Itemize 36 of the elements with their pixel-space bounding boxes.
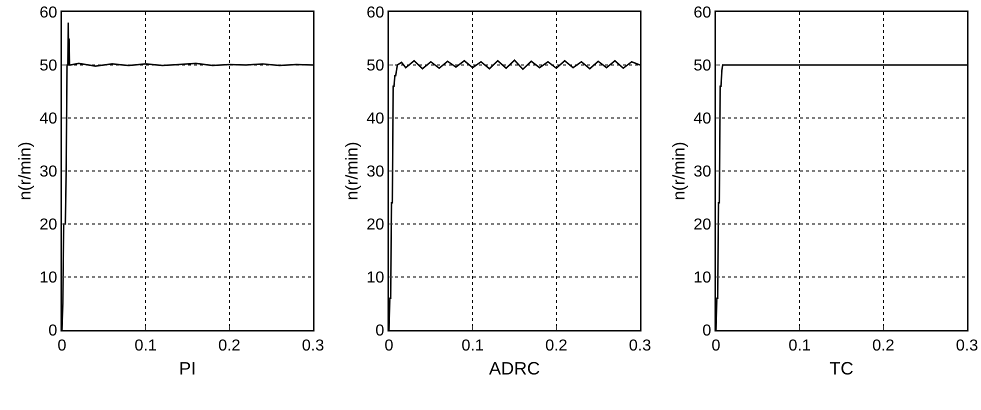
x-tick-label: 0.1 bbox=[134, 338, 157, 355]
y-tick-label: 60 bbox=[694, 4, 712, 22]
x-tick-label: 0.3 bbox=[628, 338, 652, 355]
y-axis-title: n(r/min) bbox=[669, 142, 688, 200]
x-axis-title: TC bbox=[830, 358, 854, 379]
y-tick-label: 40 bbox=[40, 110, 58, 128]
y-tick-label: 60 bbox=[366, 4, 384, 22]
x-axis-title: PI bbox=[178, 358, 196, 379]
y-tick-label: 40 bbox=[694, 110, 712, 128]
x-tick-label: 0.3 bbox=[302, 338, 324, 355]
x-tick-label: 0.3 bbox=[956, 338, 978, 355]
y-tick-label: 10 bbox=[366, 270, 384, 287]
y-tick-label: 60 bbox=[40, 4, 58, 22]
y-tick-label: 10 bbox=[694, 270, 712, 287]
x-tick-label: 0.1 bbox=[788, 338, 811, 355]
y-tick-label: 50 bbox=[40, 58, 58, 75]
y-tick-label: 50 bbox=[694, 58, 712, 75]
y-tick-label: 30 bbox=[694, 164, 712, 181]
y-tick-label: 20 bbox=[366, 216, 384, 234]
y-tick-label: 0 bbox=[702, 322, 712, 340]
y-tick-label: 40 bbox=[366, 110, 384, 128]
y-tick-label: 10 bbox=[40, 270, 58, 287]
y-tick-label: 20 bbox=[40, 216, 58, 234]
y-tick-label: 20 bbox=[694, 216, 712, 234]
x-tick-label: 0.1 bbox=[462, 338, 484, 355]
y-axis-title: n(r/min) bbox=[342, 142, 362, 200]
y-tick-label: 0 bbox=[375, 322, 384, 340]
y-tick-label: 30 bbox=[40, 164, 58, 181]
x-tick-label: 0.2 bbox=[545, 338, 568, 355]
y-tick-label: 50 bbox=[366, 58, 384, 75]
x-tick-label: 0.2 bbox=[218, 338, 241, 355]
x-axis-title: ADRC bbox=[488, 358, 540, 379]
y-tick-label: 0 bbox=[48, 322, 58, 340]
x-tick-label: 0.2 bbox=[872, 338, 895, 355]
y-tick-label: 30 bbox=[366, 164, 384, 181]
y-axis-title: n(r/min) bbox=[15, 142, 34, 200]
